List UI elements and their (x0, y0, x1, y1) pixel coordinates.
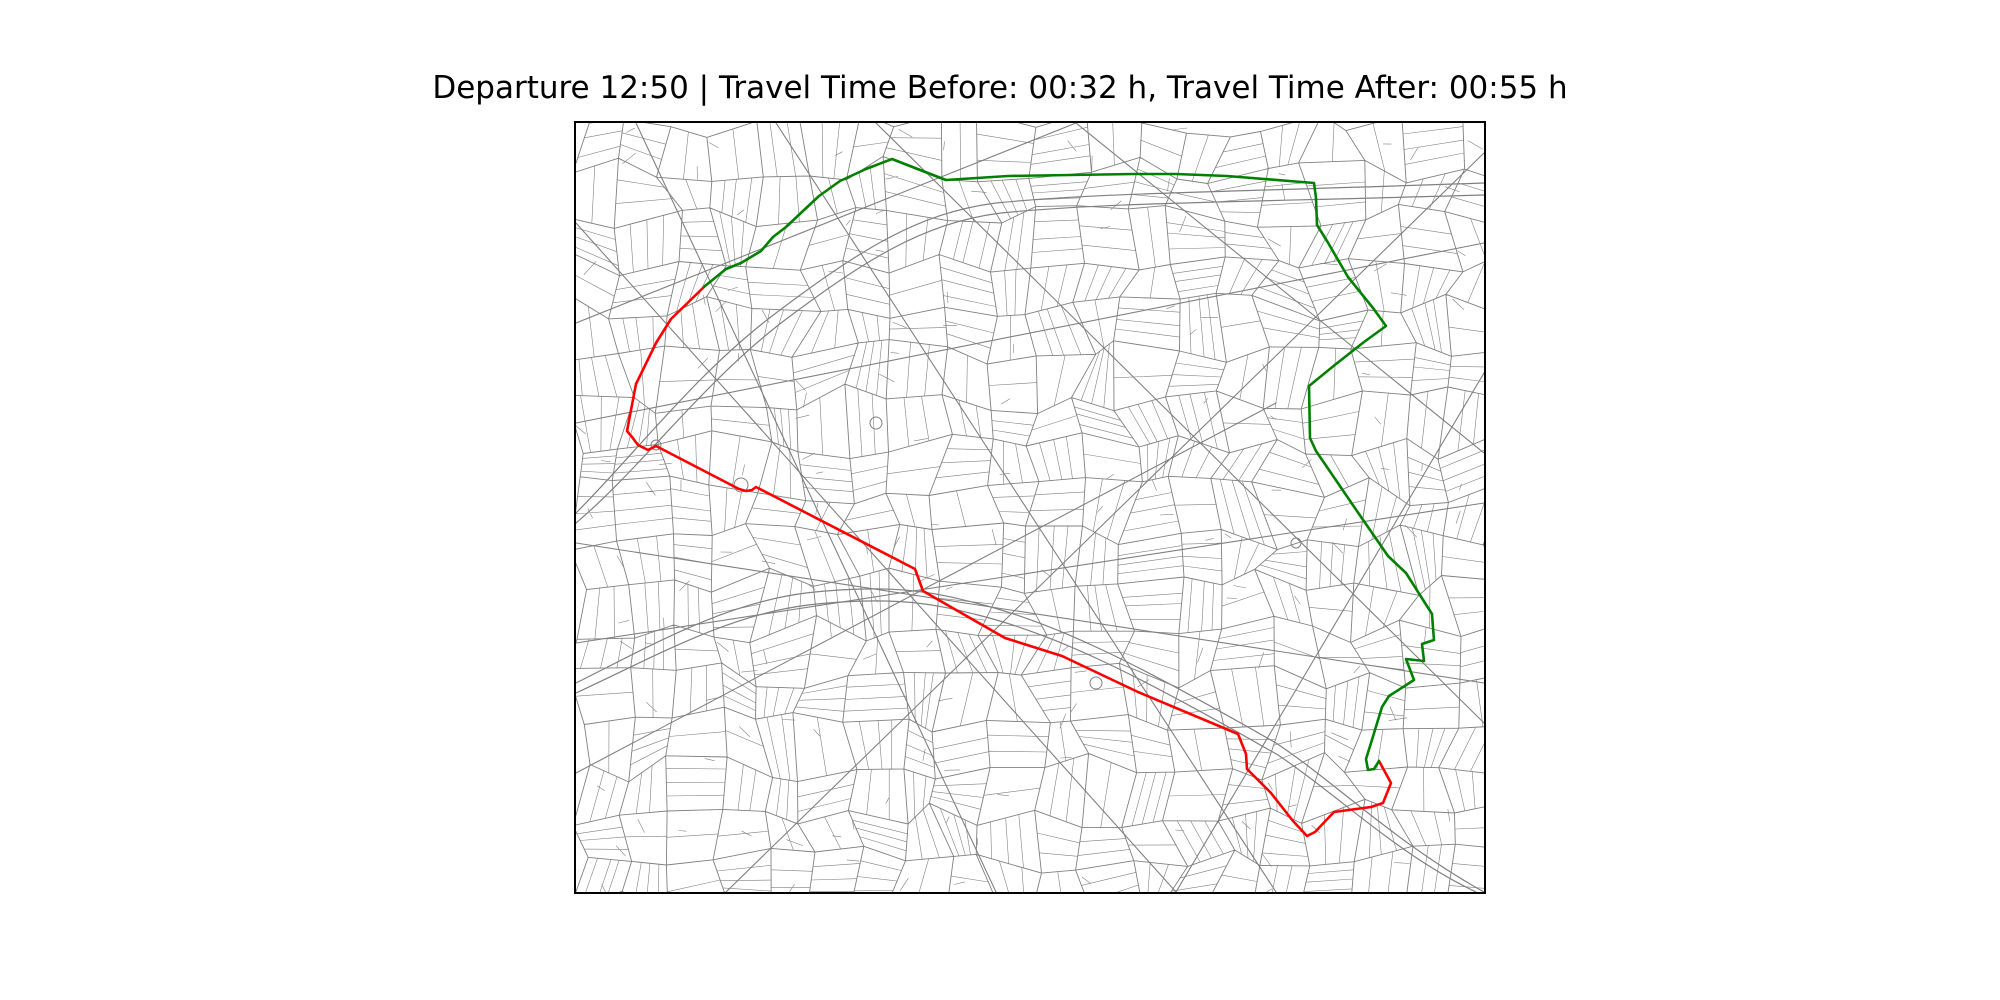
street-network-map (576, 123, 1484, 892)
route-after-line (703, 157, 1436, 772)
street-segment (576, 588, 1484, 892)
route-before-line (625, 284, 1393, 838)
street-segment (650, 416, 1302, 690)
street-segment (576, 182, 1484, 514)
street-network (576, 123, 1484, 892)
street-segment (576, 600, 1477, 892)
street-segment (576, 123, 1484, 892)
street-segment (576, 123, 1484, 892)
street-segment (576, 123, 1484, 892)
street-segment (576, 194, 1484, 524)
map-frame (574, 121, 1486, 894)
map-title: Departure 12:50 | Travel Time Before: 00… (432, 70, 1568, 106)
